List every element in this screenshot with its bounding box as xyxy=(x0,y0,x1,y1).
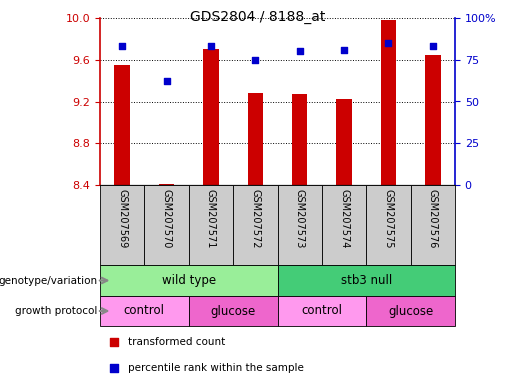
Bar xyxy=(144,185,189,265)
Bar xyxy=(233,185,278,265)
Bar xyxy=(203,49,219,185)
Bar xyxy=(322,185,366,265)
Bar xyxy=(278,185,322,265)
Text: GDS2804 / 8188_at: GDS2804 / 8188_at xyxy=(190,10,325,23)
Text: GSM207573: GSM207573 xyxy=(295,189,305,248)
Text: GSM207569: GSM207569 xyxy=(117,189,127,248)
Bar xyxy=(366,296,455,326)
Text: GSM207572: GSM207572 xyxy=(250,189,260,248)
Bar xyxy=(410,185,455,265)
Point xyxy=(251,57,260,63)
Point xyxy=(428,43,437,50)
Text: transformed count: transformed count xyxy=(128,337,226,347)
Text: GSM207570: GSM207570 xyxy=(162,189,171,248)
Point xyxy=(110,365,118,371)
Bar xyxy=(425,55,440,185)
Bar xyxy=(248,93,263,185)
Point xyxy=(340,47,348,53)
Bar xyxy=(100,296,189,326)
Text: control: control xyxy=(124,305,165,318)
Text: stb3 null: stb3 null xyxy=(340,274,392,287)
Bar xyxy=(189,185,233,265)
Point xyxy=(110,339,118,345)
Bar xyxy=(159,184,175,185)
Bar xyxy=(278,265,455,296)
Point xyxy=(207,43,215,50)
Text: growth protocol: growth protocol xyxy=(15,306,97,316)
Text: control: control xyxy=(301,305,342,318)
Text: glucose: glucose xyxy=(388,305,433,318)
Bar xyxy=(189,296,278,326)
Bar xyxy=(100,185,144,265)
Text: GSM207576: GSM207576 xyxy=(428,189,438,248)
Point xyxy=(384,40,392,46)
Text: glucose: glucose xyxy=(211,305,256,318)
Text: GSM207574: GSM207574 xyxy=(339,189,349,248)
Text: wild type: wild type xyxy=(162,274,216,287)
Point xyxy=(296,48,304,55)
Bar xyxy=(366,185,410,265)
Bar xyxy=(278,296,366,326)
Point xyxy=(118,43,126,50)
Bar xyxy=(292,94,307,185)
Text: GSM207571: GSM207571 xyxy=(206,189,216,248)
Bar xyxy=(114,65,130,185)
Bar xyxy=(100,265,278,296)
Bar xyxy=(381,20,396,185)
Text: percentile rank within the sample: percentile rank within the sample xyxy=(128,363,304,373)
Point xyxy=(162,78,170,84)
Text: GSM207575: GSM207575 xyxy=(384,189,393,248)
Bar xyxy=(336,99,352,185)
Text: genotype/variation: genotype/variation xyxy=(0,275,97,285)
